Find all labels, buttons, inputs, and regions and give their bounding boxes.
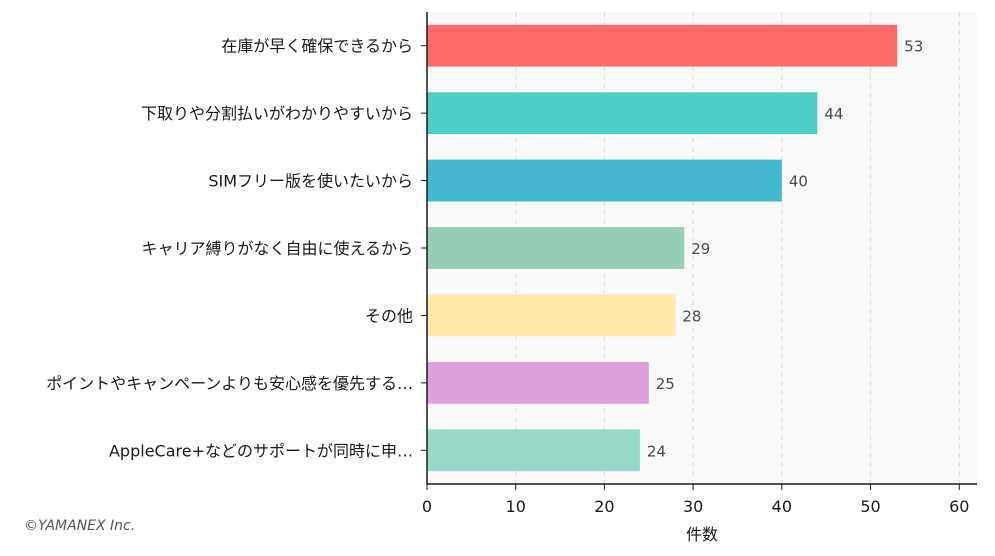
category-label: 下取りや分割払いがわかりやすいから: [141, 104, 413, 123]
x-tick-label: 20: [594, 497, 614, 516]
value-label: 29: [691, 240, 710, 258]
x-tick-label: 50: [860, 497, 880, 516]
bar: [427, 361, 649, 404]
x-axis-label: 件数: [686, 525, 718, 544]
category-label: その他: [365, 306, 413, 325]
value-label: 25: [656, 375, 675, 393]
bar: [427, 24, 898, 67]
x-tick-label: 60: [949, 497, 969, 516]
bar: [427, 227, 685, 269]
credit-text: ©YAMANEX Inc.: [24, 518, 135, 534]
x-tick-label: 40: [772, 497, 792, 516]
category-label: キャリア縛りがなく自由に使えるから: [141, 239, 413, 258]
x-axis-ticks: 0 10 20 30 40 50 60: [422, 484, 969, 516]
value-label: 44: [824, 105, 843, 123]
bar: [427, 159, 782, 202]
bar: [427, 92, 818, 135]
value-label: 53: [904, 38, 923, 56]
category-label: SIMフリー版を使いたいから: [208, 172, 413, 191]
bar: [427, 294, 676, 337]
x-tick-label: 0: [422, 497, 432, 516]
x-tick-label: 10: [506, 497, 526, 516]
bar: [427, 429, 640, 472]
category-label: AppleCare+などのサポートが同時に申…: [109, 441, 413, 460]
x-tick-label: 30: [683, 497, 703, 516]
category-label: 在庫が早く確保できるから: [221, 37, 413, 56]
bars: [427, 24, 898, 472]
value-labels: 53 44 40 29 28 25 24: [647, 38, 923, 461]
value-label: 40: [789, 173, 808, 191]
value-label: 24: [647, 442, 666, 460]
category-label: ポイントやキャンペーンよりも安心感を優先する…: [46, 374, 413, 393]
value-label: 28: [682, 307, 701, 325]
